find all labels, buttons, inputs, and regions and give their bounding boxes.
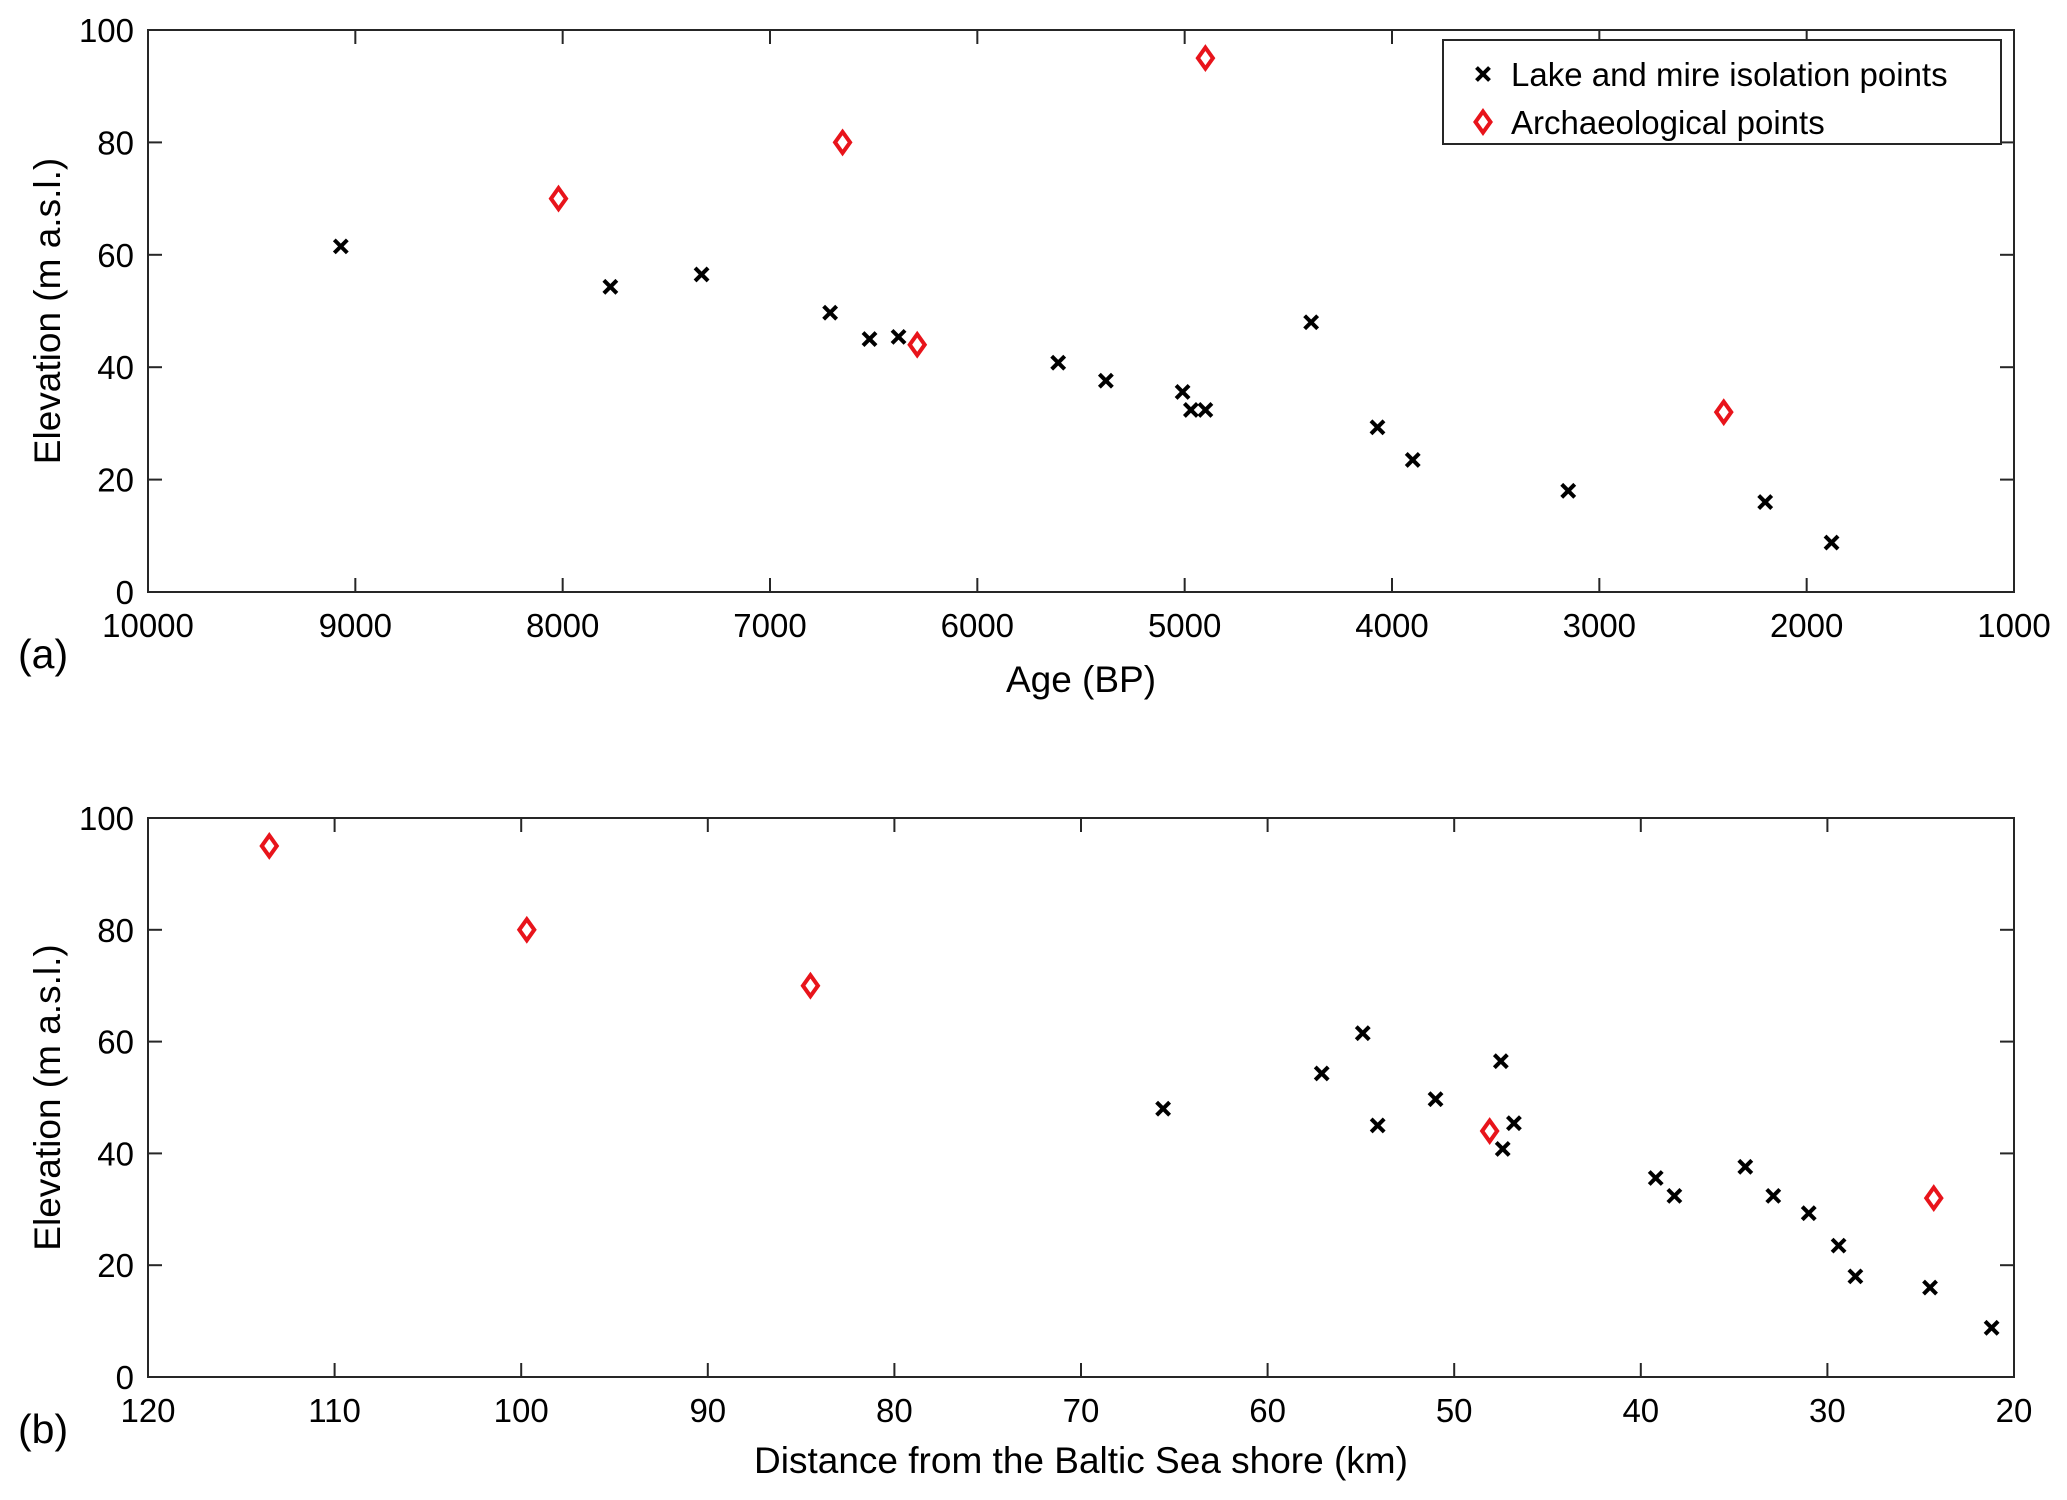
data-point-lake-mire xyxy=(1800,1205,1817,1222)
x-axis-label: Distance from the Baltic Sea shore (km) xyxy=(754,1440,1408,1481)
x-tick-label: 1000 xyxy=(1977,607,2050,644)
data-point-lake-mire xyxy=(1197,401,1214,418)
data-point-lake-mire xyxy=(1404,452,1421,468)
panel-label: (b) xyxy=(18,1406,68,1452)
y-tick-label: 60 xyxy=(97,237,134,274)
data-point-lake-mire xyxy=(1155,1100,1172,1117)
x-tick-label: 50 xyxy=(1436,1392,1473,1429)
data-point-lake-mire xyxy=(1560,482,1577,499)
data-point-lake-mire xyxy=(822,304,839,321)
data-point-lake-mire xyxy=(1182,401,1199,418)
y-tick-label: 60 xyxy=(97,1024,134,1061)
x-tick-label: 3000 xyxy=(1563,607,1636,644)
plot-frame xyxy=(147,29,2015,593)
x-tick-label: 60 xyxy=(1249,1392,1286,1429)
x-tick-label: 8000 xyxy=(526,607,599,644)
data-point-lake-mire xyxy=(693,266,710,283)
y-tick-label: 0 xyxy=(116,574,134,611)
data-point-lake-mire xyxy=(1765,1187,1782,1204)
legend-marker-x xyxy=(1475,66,1491,82)
x-tick-label: 10000 xyxy=(102,607,194,644)
data-point-archaeological xyxy=(1713,398,1734,427)
y-axis-label: Elevation (m a.s.l.) xyxy=(27,944,68,1250)
x-tick-label: 2000 xyxy=(1770,607,1843,644)
x-tick-label: 20 xyxy=(1996,1392,2033,1429)
x-tick-label: 100 xyxy=(494,1392,549,1429)
data-point-lake-mire xyxy=(1174,384,1191,400)
data-point-lake-mire xyxy=(890,328,907,345)
data-point-archaeological xyxy=(548,184,569,213)
data-point-archaeological xyxy=(907,330,928,359)
x-tick-label: 90 xyxy=(689,1392,726,1429)
data-point-lake-mire xyxy=(1922,1279,1938,1296)
data-point-lake-mire xyxy=(1313,1065,1330,1082)
x-tick-label: 40 xyxy=(1622,1392,1659,1429)
legend-marker-diamond xyxy=(1473,108,1493,136)
x-tick-label: 70 xyxy=(1063,1392,1100,1429)
panel-0: 10000 9000 8000 7000 6000 5000 4000 3000 2000 100… xyxy=(18,12,2051,700)
x-tick-label: 110 xyxy=(308,1392,361,1429)
y-tick-label: 20 xyxy=(97,1247,134,1284)
x-tick-label: 7000 xyxy=(733,607,806,644)
data-point-lake-mire xyxy=(1369,1117,1386,1134)
x-tick-label: 120 xyxy=(120,1392,175,1429)
x-axis-label: Age (BP) xyxy=(1006,659,1156,700)
data-point-lake-mire xyxy=(1097,372,1114,389)
legend: Lake and mire isolation points Archaeolog… xyxy=(1442,39,2002,145)
plot-frame xyxy=(147,817,2015,1378)
data-point-lake-mire xyxy=(1303,314,1320,331)
data-point-lake-mire xyxy=(332,238,349,255)
data-point-archaeological xyxy=(1923,1184,1944,1213)
x-tick-label: 30 xyxy=(1809,1392,1846,1429)
x-tick-label: 80 xyxy=(876,1392,913,1429)
data-point-lake-mire xyxy=(1354,1025,1371,1042)
data-point-lake-mire xyxy=(1666,1187,1683,1204)
data-point-lake-mire xyxy=(1369,419,1386,436)
data-point-lake-mire xyxy=(861,331,878,348)
y-tick-label: 0 xyxy=(116,1359,134,1396)
data-point-lake-mire xyxy=(1830,1237,1847,1254)
x-tick-label: 6000 xyxy=(941,607,1014,644)
x-tick-label: 9000 xyxy=(319,607,392,644)
data-point-lake-mire xyxy=(1050,354,1067,371)
data-point-lake-mire xyxy=(1647,1170,1664,1186)
y-tick-label: 100 xyxy=(79,800,134,837)
legend-box xyxy=(1442,39,2002,145)
y-tick-label: 40 xyxy=(97,1135,134,1172)
data-point-lake-mire xyxy=(1494,1141,1511,1157)
legend-entry-label: Lake and mire isolation points xyxy=(1511,56,1948,93)
panel-label: (a) xyxy=(18,631,68,677)
data-point-archaeological xyxy=(832,128,853,157)
data-point-lake-mire xyxy=(1823,534,1840,551)
data-point-lake-mire xyxy=(602,278,619,295)
data-point-lake-mire xyxy=(1492,1053,1509,1070)
y-tick-label: 20 xyxy=(97,462,134,499)
data-point-lake-mire xyxy=(1427,1091,1444,1108)
data-point-archaeological xyxy=(1195,44,1216,73)
y-tick-label: 80 xyxy=(97,124,134,161)
data-point-lake-mire xyxy=(1983,1319,2000,1336)
y-tick-label: 80 xyxy=(97,912,134,949)
data-point-lake-mire xyxy=(1847,1268,1864,1285)
y-axis-label: Elevation (m a.s.l.) xyxy=(27,158,68,464)
data-point-archaeological xyxy=(1479,1117,1500,1145)
x-tick-label: 5000 xyxy=(1148,607,1221,644)
x-tick-label: 4000 xyxy=(1355,607,1428,644)
data-point-lake-mire xyxy=(1757,494,1774,510)
data-point-archaeological xyxy=(800,971,821,1000)
data-point-lake-mire xyxy=(1737,1158,1754,1175)
y-tick-label: 40 xyxy=(97,349,134,386)
panel-1: 120 110 100 90 80 70 60 50 40 30 20 0 20 40 60 80 100 Dis… xyxy=(18,800,2032,1481)
legend-entry-label: Archaeological points xyxy=(1511,104,1825,141)
data-point-archaeological xyxy=(259,832,280,860)
data-point-lake-mire xyxy=(1505,1115,1522,1132)
y-tick-label: 100 xyxy=(79,12,134,49)
data-point-archaeological xyxy=(516,915,537,944)
